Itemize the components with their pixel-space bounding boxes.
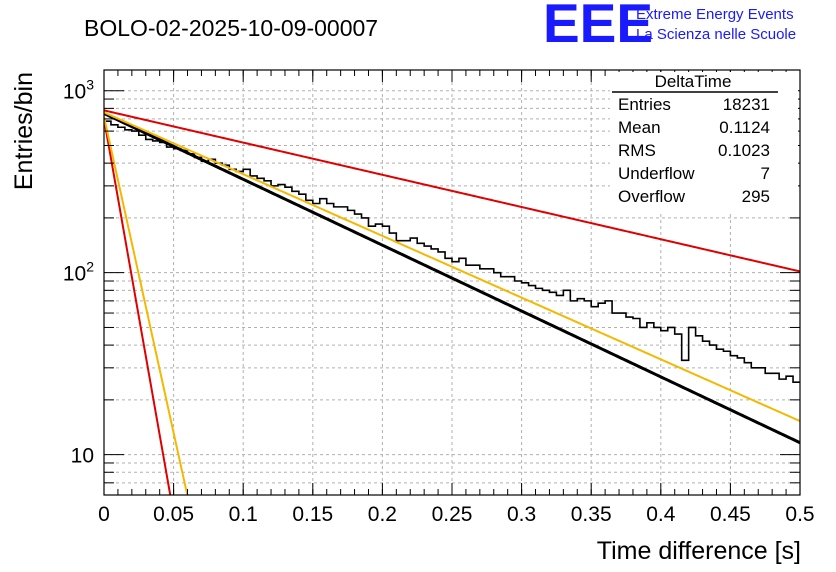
x-tick-label: 0.45 <box>710 503 751 526</box>
x-tick-label: 0.15 <box>292 503 333 526</box>
y-tick-label: 10 <box>71 445 94 468</box>
x-tick-label: 0.35 <box>571 503 612 526</box>
fit-curves <box>104 109 800 495</box>
x-tick-label: 0.05 <box>153 503 194 526</box>
stats-value-overflow: 295 <box>742 187 770 206</box>
x-tick-label: 0.25 <box>432 503 473 526</box>
fit-red-fast <box>104 118 172 495</box>
fit-black <box>104 112 800 445</box>
histogram <box>104 120 800 384</box>
x-tick-label: 0.5 <box>785 503 814 526</box>
fit-yellow-fast <box>104 116 189 495</box>
eee-logo: EEE <box>543 0 653 54</box>
x-tick-label: 0.4 <box>646 503 676 526</box>
stats-value-entries: 18231 <box>723 95 770 114</box>
stats-label-mean: Mean <box>618 118 661 137</box>
fit-red-slow <box>104 109 800 273</box>
tagline-line-1: Extreme Energy Events <box>636 6 794 23</box>
stats-label-overflow: Overflow <box>618 187 686 206</box>
stats-label-entries: Entries <box>618 95 671 114</box>
run-title: BOLO-02-2025-10-09-00007 <box>84 15 378 41</box>
stats-label-underflow: Underflow <box>618 164 695 183</box>
x-tick-label: 0.3 <box>507 503 536 526</box>
stats-title: DeltaTime <box>655 72 732 91</box>
y-tick-label-exponent: 3 <box>86 77 94 93</box>
x-tick-label: 0.1 <box>229 503 258 526</box>
x-tick-label: 0 <box>98 503 110 526</box>
y-tick-label-base: 10 <box>63 81 86 104</box>
plot-frame <box>103 69 801 496</box>
stats-box-background <box>610 72 798 212</box>
stats-box: DeltaTime Entries 18231 Mean 0.1124 RMS … <box>610 72 798 212</box>
y-tick-label: 102 <box>63 259 94 286</box>
stats-label-rms: RMS <box>618 141 656 160</box>
y-tick-label: 103 <box>63 77 94 104</box>
stats-value-rms: 0.1023 <box>718 141 770 160</box>
stats-value-mean: 0.1124 <box>719 118 770 137</box>
stats-value-underflow: 7 <box>761 164 770 183</box>
x-tick-labels: 0 0.05 0.1 0.15 0.2 0.25 0.3 0.35 0.4 0.45 0.5 <box>98 503 814 526</box>
fit-yellow <box>104 111 800 423</box>
tagline-line-2: La Scienza nelle Scuole <box>636 26 796 43</box>
histogram-outline <box>104 120 800 384</box>
x-axis-title: Time difference [s] <box>597 537 801 565</box>
y-tick-label-base: 10 <box>63 263 86 286</box>
x-tick-label: 0.2 <box>368 503 397 526</box>
y-tick-label-exponent: 2 <box>86 259 94 275</box>
y-axis-title: Entries/bin <box>10 72 38 190</box>
y-tick-label-base: 10 <box>71 445 94 468</box>
